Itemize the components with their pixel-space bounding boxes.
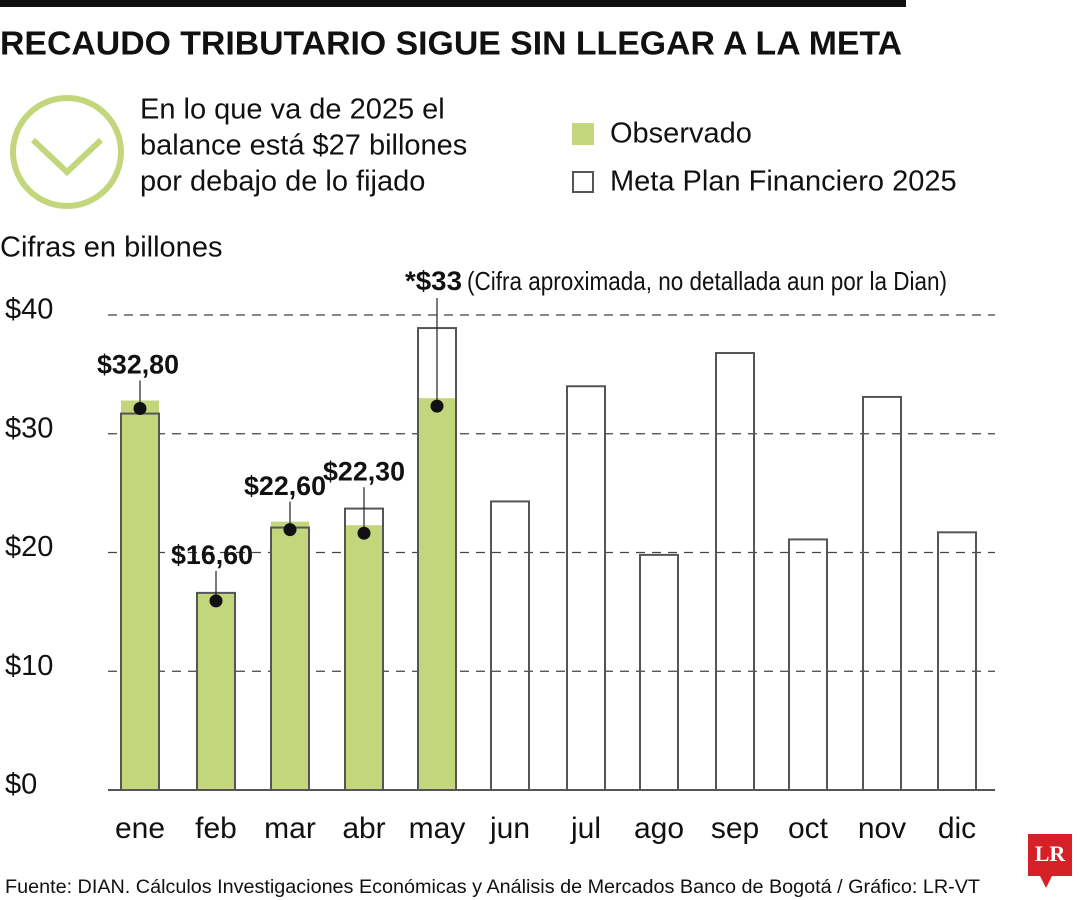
x-tick-label: dic	[938, 812, 976, 845]
x-tick-label: jul	[570, 812, 601, 845]
bar-meta	[566, 385, 606, 791]
check-icon	[10, 95, 124, 209]
value-dot	[283, 523, 297, 537]
source: Fuente: DIAN. Cálculos Investigaciones E…	[5, 877, 980, 898]
value-dot	[209, 594, 223, 608]
y-tick-label: $30	[5, 412, 53, 444]
bar-observed	[121, 400, 159, 790]
x-tick-label: oct	[788, 812, 829, 845]
value-label: *$33	[405, 266, 462, 296]
y-axis-label: Cifras en billones	[0, 232, 222, 264]
top-rule	[0, 0, 906, 7]
x-tick-label: may	[409, 812, 466, 845]
value-label: $22,30	[323, 456, 405, 486]
bar-meta	[862, 395, 902, 791]
x-tick-label: abr	[342, 812, 385, 845]
x-tick-label: sep	[711, 812, 759, 845]
value-label: $16,60	[171, 540, 253, 570]
subtitle-line: balance está $27 billones	[140, 130, 467, 162]
legend-swatch	[572, 171, 594, 193]
legend-swatch	[572, 123, 594, 145]
y-tick-label: $10	[5, 650, 53, 682]
value-dot	[430, 399, 444, 413]
bar-meta	[639, 553, 679, 791]
value-label: $22,60	[244, 471, 326, 501]
subtitle-line: En lo que va de 2025 el	[140, 94, 445, 126]
x-tick-label: mar	[264, 812, 316, 845]
x-tick-label: jun	[489, 812, 530, 845]
chart-title: RECAUDO TRIBUTARIO SIGUE SIN LLEGAR A LA…	[0, 25, 902, 62]
bar-meta	[715, 352, 755, 791]
logo: LR	[1028, 834, 1072, 888]
bar-meta	[788, 538, 828, 791]
bar-observed	[197, 592, 235, 790]
bar-observed	[271, 521, 309, 790]
legend-label: Observado	[610, 118, 752, 150]
logo-text: LR	[1035, 841, 1067, 866]
legend-label: Meta Plan Financiero 2025	[610, 166, 957, 198]
x-tick-label: nov	[858, 812, 906, 845]
bar-meta	[490, 500, 530, 791]
y-tick-label: $20	[5, 531, 53, 563]
x-tick-label: ene	[115, 812, 165, 845]
value-dot	[133, 402, 147, 415]
bar-observed	[345, 525, 383, 790]
x-tick-label: ago	[634, 812, 684, 845]
y-tick-label: $40	[5, 294, 53, 326]
subtitle-line: por debajo de lo fijado	[140, 166, 425, 198]
y-tick-label: $0	[5, 769, 37, 801]
bar-observed	[418, 398, 456, 790]
x-tick-label: feb	[195, 812, 237, 845]
value-dot	[357, 526, 371, 540]
bar-meta	[937, 531, 977, 791]
value-label: $32,80	[97, 350, 179, 380]
annotation: (Cifra aproximada, no detallada aun por …	[467, 266, 947, 296]
